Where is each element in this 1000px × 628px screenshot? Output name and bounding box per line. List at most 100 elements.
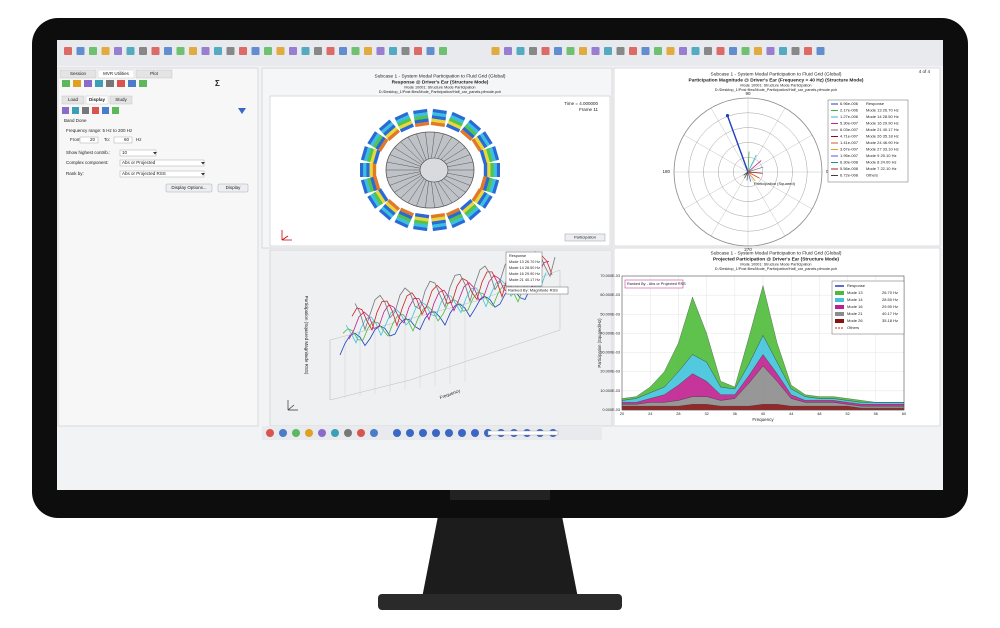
toolbar-button[interactable] — [239, 47, 247, 55]
time-slider[interactable] — [487, 430, 559, 436]
subtab[interactable] — [85, 95, 109, 105]
tab[interactable] — [59, 69, 97, 79]
tab[interactable] — [135, 69, 173, 79]
toolbar-button[interactable] — [406, 429, 414, 437]
subtab[interactable] — [61, 95, 85, 105]
toolbar-button[interactable] — [331, 429, 339, 437]
toolbar-button[interactable] — [266, 429, 274, 437]
toolbar-button[interactable] — [704, 47, 712, 55]
toolbar-button[interactable] — [754, 47, 762, 55]
toolbar-button[interactable] — [729, 47, 737, 55]
toolbar-button[interactable] — [289, 47, 297, 55]
toolbar-button[interactable] — [151, 47, 160, 55]
toolbar-button[interactable] — [189, 47, 197, 55]
toolbar-button[interactable] — [318, 429, 326, 437]
toolbar-button[interactable] — [766, 47, 775, 55]
toolbar-button[interactable] — [491, 47, 500, 55]
toolbar-button[interactable] — [101, 47, 110, 55]
toolbar-button[interactable] — [176, 47, 185, 55]
panel-icon[interactable] — [112, 107, 119, 114]
toolbar-button[interactable] — [445, 429, 453, 437]
toolbar-button[interactable] — [471, 429, 479, 437]
toolbar-button[interactable] — [139, 47, 147, 55]
toolbar-button[interactable] — [393, 429, 401, 437]
toolbar-button[interactable] — [666, 47, 675, 55]
toolbar-button[interactable] — [276, 47, 285, 55]
button[interactable] — [165, 183, 213, 193]
toolbar-button[interactable] — [344, 429, 352, 437]
toolbar-button[interactable] — [579, 47, 587, 55]
toolbar-button[interactable] — [591, 47, 600, 55]
toolbar-button[interactable] — [504, 47, 512, 55]
toolbar-button[interactable] — [370, 429, 378, 437]
panel-icon[interactable] — [139, 80, 147, 87]
panel-icon[interactable] — [102, 107, 109, 114]
toolbar-button[interactable] — [716, 47, 725, 55]
panel-icon[interactable] — [117, 80, 125, 87]
panel-icon[interactable] — [62, 80, 70, 87]
toolbar-button[interactable] — [529, 47, 537, 55]
toolbar-button[interactable] — [566, 47, 575, 55]
toolbar-button[interactable] — [439, 47, 447, 55]
toolbar-button[interactable] — [201, 47, 210, 55]
toolbar-button[interactable] — [401, 47, 410, 55]
toolbar-button[interactable] — [426, 47, 435, 55]
toolbar-button[interactable] — [554, 47, 562, 55]
toolbar-button[interactable] — [389, 47, 397, 55]
toolbar-button[interactable] — [604, 47, 612, 55]
toolbar-button[interactable] — [279, 429, 287, 437]
toolbar-button[interactable] — [654, 47, 662, 55]
toolbar-button[interactable] — [616, 47, 625, 55]
toolbar-button[interactable] — [292, 429, 300, 437]
toolbar-button[interactable] — [541, 47, 550, 55]
panel-icon[interactable] — [84, 80, 92, 87]
panel-icon[interactable] — [106, 80, 114, 87]
toolbar-button[interactable] — [351, 47, 360, 55]
toolbar-button[interactable] — [164, 47, 172, 55]
toolbar-button[interactable] — [114, 47, 122, 55]
filter-icon[interactable] — [238, 108, 246, 114]
toolbar-button[interactable] — [432, 429, 440, 437]
from-input[interactable] — [79, 136, 99, 144]
panel-icon[interactable] — [92, 107, 99, 114]
toolbar-button[interactable] — [816, 47, 825, 55]
toolbar-button[interactable] — [691, 47, 700, 55]
toolbar-button[interactable] — [89, 47, 97, 55]
toolbar-button[interactable] — [741, 47, 750, 55]
toolbar-button[interactable] — [791, 47, 800, 55]
toolbar-button[interactable] — [804, 47, 812, 55]
tab[interactable] — [97, 69, 135, 79]
panel-icon[interactable] — [128, 80, 136, 87]
toolbar-button[interactable] — [679, 47, 687, 55]
toolbar-button[interactable] — [326, 47, 335, 55]
toolbar-button[interactable] — [364, 47, 372, 55]
panel-icon[interactable] — [82, 107, 89, 114]
toolbar-button[interactable] — [301, 47, 310, 55]
toolbar-button[interactable] — [76, 47, 85, 55]
toolbar-button[interactable] — [414, 47, 422, 55]
panel-icon[interactable] — [73, 80, 81, 87]
to-input[interactable] — [113, 136, 133, 144]
panel-icon[interactable] — [95, 80, 103, 87]
subtab[interactable] — [109, 95, 133, 105]
toolbar-button[interactable] — [376, 47, 385, 55]
toolbar-button[interactable] — [419, 429, 427, 437]
toolbar-button[interactable] — [64, 47, 72, 55]
toolbar-button[interactable] — [226, 47, 235, 55]
panel-icon[interactable] — [72, 107, 79, 114]
toolbar-button[interactable] — [126, 47, 135, 55]
toolbar-button[interactable] — [357, 429, 365, 437]
viewport-button[interactable] — [564, 233, 606, 242]
toolbar-button[interactable] — [629, 47, 637, 55]
toolbar-button[interactable] — [779, 47, 787, 55]
panel-icon[interactable] — [62, 107, 69, 114]
toolbar-button[interactable] — [264, 47, 272, 55]
toolbar-button[interactable] — [516, 47, 525, 55]
toolbar-button[interactable] — [314, 47, 322, 55]
toolbar-button[interactable] — [214, 47, 222, 55]
toolbar-button[interactable] — [251, 47, 260, 55]
toolbar-button[interactable] — [305, 429, 313, 437]
toolbar-button[interactable] — [339, 47, 347, 55]
toolbar-button[interactable] — [458, 429, 466, 437]
button[interactable] — [217, 183, 249, 193]
